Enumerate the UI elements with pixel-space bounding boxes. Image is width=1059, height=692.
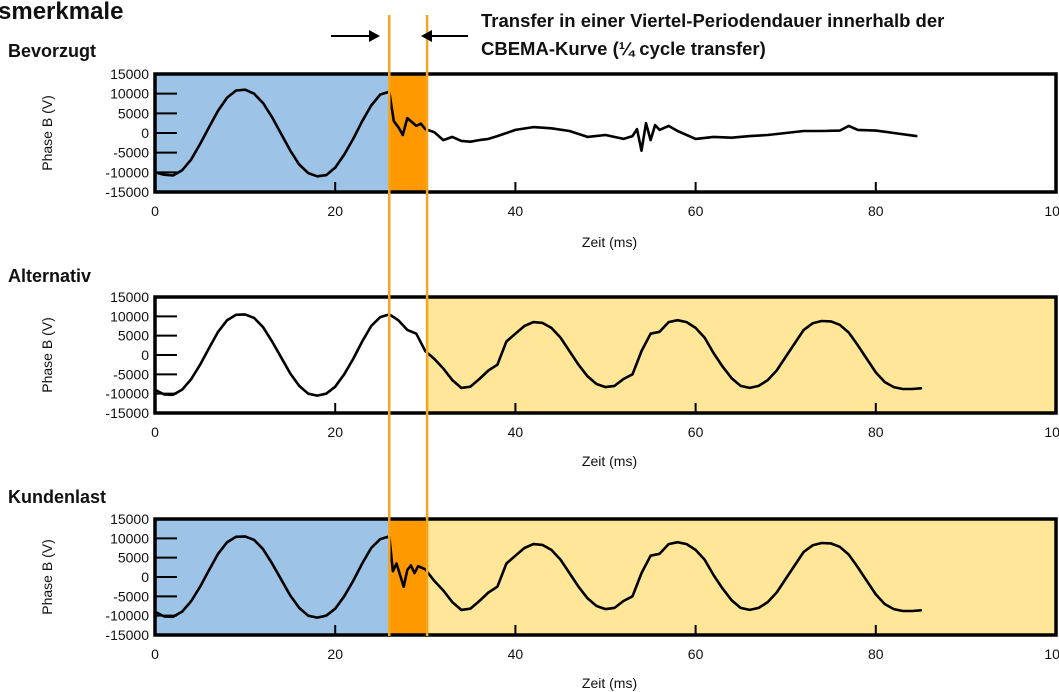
ytick-label: -10000 — [105, 608, 149, 624]
plot-frame — [153, 295, 1058, 415]
series-line-0 — [153, 88, 918, 178]
page-title-partial: smerkmale — [0, 0, 123, 25]
region-0-0 — [155, 74, 390, 192]
y-axis-label: Phase B (V) — [39, 317, 55, 392]
xtick-label: 20 — [327, 646, 343, 662]
plot-frame — [153, 72, 1058, 194]
ytick-label: 15000 — [110, 66, 149, 82]
x-axis-label: Zeit (ms) — [582, 675, 637, 691]
ytick-label: 10000 — [110, 308, 149, 324]
arrow-left-head — [421, 30, 432, 42]
ytick-label: -10000 — [105, 164, 149, 180]
panel-title: Alternativ — [8, 266, 91, 286]
xtick-label: 0 — [151, 646, 159, 662]
transfer-note-line1: Transfer in einer Viertel-Periodendauer … — [481, 10, 944, 31]
region-0-1 — [389, 74, 428, 192]
ytick-label: 15000 — [110, 289, 149, 305]
region-2-2 — [427, 519, 1056, 635]
region-1-0 — [427, 297, 1056, 413]
ytick-label: -15000 — [105, 184, 149, 200]
panels: Bevorzugt150001000050000-5000-10000-1500… — [8, 41, 1059, 691]
panel-title: Kundenlast — [8, 487, 106, 507]
panel-alternativ: Alternativ 15000 10000 5000 0 -5000 -10000 -150… — [8, 266, 1059, 469]
ytick-label: -5000 — [113, 588, 149, 604]
xtick-label: 0 — [151, 424, 159, 440]
ytick-label: -10000 — [105, 386, 149, 402]
ytick-label: 0 — [141, 125, 149, 141]
x-axis-label: Zeit (ms) — [582, 234, 637, 250]
xtick-label: 60 — [688, 424, 704, 440]
ytick-label: 0 — [141, 569, 149, 585]
ytick-label: 0 — [141, 347, 149, 363]
transfer-note-line2: CBEMA-Kurve (¼ cycle transfer) — [481, 38, 766, 59]
panel-title: Bevorzugt — [8, 41, 96, 61]
panel-bevorzugt: Bevorzugt 15000 10000 5000 0 -5000 -10000 -1500… — [8, 41, 1059, 250]
x-axis-label: Zeit (ms) — [582, 453, 637, 469]
ytick-label: 10000 — [110, 86, 149, 102]
ytick-label: -15000 — [105, 627, 149, 643]
transfer-annotation: Transfer in einer Viertel-Periodendauer … — [331, 10, 944, 59]
xtick-label: 100 — [1044, 646, 1059, 662]
xtick-label: 80 — [868, 646, 884, 662]
ytick-label: 5000 — [118, 328, 149, 344]
ytick-label: 10000 — [110, 530, 149, 546]
region-2-1 — [389, 519, 428, 635]
xtick-label: 60 — [688, 203, 704, 219]
xtick-label: 80 — [868, 424, 884, 440]
plot-frame — [153, 517, 1058, 637]
y-axis-label: Phase B (V) — [39, 95, 55, 170]
xtick-label: 40 — [508, 203, 524, 219]
ytick-label: -5000 — [113, 366, 149, 382]
ytick-label: -15000 — [105, 405, 149, 421]
xtick-label: 20 — [327, 424, 343, 440]
transfer-markers — [388, 15, 429, 636]
xtick-label: 80 — [868, 203, 884, 219]
xtick-label: 40 — [508, 424, 524, 440]
ytick-label: -5000 — [113, 145, 149, 161]
panel-backgrounds — [155, 74, 1056, 635]
xtick-label: 100 — [1044, 203, 1059, 219]
xtick-label: 60 — [688, 646, 704, 662]
y-axis-label: Phase B (V) — [39, 539, 55, 614]
arrow-right-head — [369, 30, 380, 42]
series-line-0 — [153, 313, 923, 397]
xtick-label: 40 — [508, 646, 524, 662]
ytick-label: 15000 — [110, 511, 149, 527]
xtick-label: 20 — [327, 203, 343, 219]
ytick-label: 5000 — [118, 550, 149, 566]
region-2-0 — [155, 519, 390, 635]
xtick-label: 100 — [1044, 424, 1059, 440]
ytick-label: 5000 — [118, 105, 149, 121]
series-line-0 — [153, 535, 923, 619]
xtick-label: 0 — [151, 203, 159, 219]
